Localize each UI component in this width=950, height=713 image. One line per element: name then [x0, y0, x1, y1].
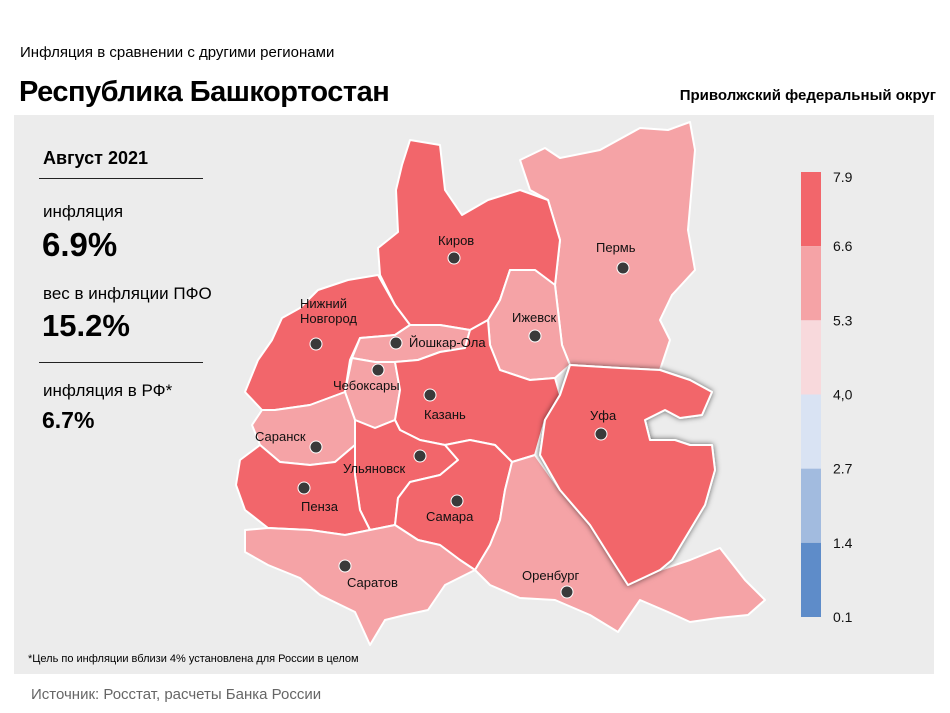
city-label: Самара [426, 509, 474, 524]
city-marker [297, 481, 311, 495]
city-label: Саратов [347, 575, 398, 590]
period-label: Август 2021 [43, 148, 148, 168]
legend-tick-label: 0.1 [833, 609, 853, 625]
inflation-value: 6.9% [42, 226, 118, 263]
weight-value: 15.2% [42, 308, 130, 343]
city-marker [528, 329, 542, 343]
city-marker [309, 337, 323, 351]
city-marker [338, 559, 352, 573]
city-label: Саранск [255, 429, 306, 444]
city-label: Пермь [596, 240, 636, 255]
city-marker [616, 261, 630, 275]
legend-swatch [801, 172, 821, 247]
city-label: Уфа [590, 408, 617, 423]
district-title: Приволжский федеральный округ [679, 87, 936, 104]
rf-inflation-label: инфляция в РФ* [43, 381, 173, 400]
page-title: Республика Башкортостан [19, 76, 390, 108]
source-note: Источник: Росстат, расчеты Банка России [31, 686, 322, 703]
city-marker [413, 449, 427, 463]
legend-tick-label: 2.7 [833, 461, 853, 477]
city-label: Пенза [301, 499, 339, 514]
city-marker [389, 336, 403, 350]
city-marker [560, 585, 574, 599]
city-label: Ульяновск [343, 461, 405, 476]
legend-swatch [801, 394, 821, 469]
legend-tick-label: 4,0 [833, 387, 853, 403]
city-label: Киров [438, 233, 474, 248]
city-label: Казань [424, 407, 466, 422]
legend-tick-label: 7.9 [833, 169, 853, 185]
city-marker [447, 251, 461, 265]
city-marker [423, 388, 437, 402]
city-marker [594, 427, 608, 441]
legend-swatch [801, 468, 821, 543]
city-marker [371, 363, 385, 377]
weight-label: вес в инфляции ПФО [43, 284, 212, 303]
city-label: Нижний Новгород [300, 296, 357, 326]
divider-top [39, 178, 203, 179]
city-label: Йошкар-Ола [409, 335, 486, 350]
legend-swatch [801, 542, 821, 617]
legend-swatch [801, 320, 821, 395]
city-marker [309, 440, 323, 454]
city-label: Оренбург [522, 568, 579, 583]
legend-swatch [801, 246, 821, 321]
region-saratov [244, 524, 476, 646]
footnote: *Цель по инфляции вблизи 4% установлена … [28, 653, 359, 665]
city-marker [450, 494, 464, 508]
city-label: Чебоксары [333, 378, 400, 393]
header-subtitle: Инфляция в сравнении с другими регионами [20, 44, 335, 61]
rf-inflation-value: 6.7% [42, 407, 95, 433]
region-orenburg [474, 454, 766, 633]
inflation-label: инфляция [43, 202, 124, 221]
legend-tick-label: 6.6 [833, 238, 853, 254]
legend-tick-label: 5.3 [833, 312, 853, 328]
city-label: Ижевск [512, 310, 557, 325]
legend-tick-label: 1.4 [833, 535, 853, 551]
region-ufa [539, 364, 716, 586]
divider-bottom [39, 362, 203, 363]
